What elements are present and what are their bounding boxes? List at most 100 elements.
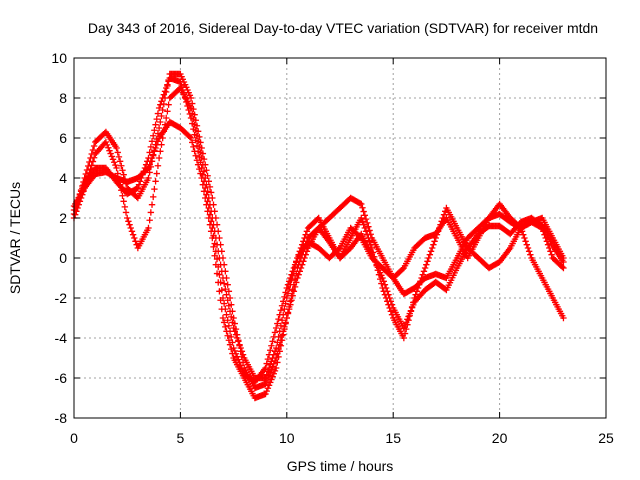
x-axis-label: GPS time / hours [287,458,394,474]
y-axis-label: SDTVAR / TECUs [7,182,23,294]
series-track [70,118,567,402]
data-point [302,231,309,238]
data-point [112,161,119,169]
data-point [187,114,195,122]
data-point [157,101,164,108]
data-point [207,189,215,196]
data-point [263,360,270,367]
data-point [264,375,272,382]
data-point [218,305,225,313]
data-point [270,370,277,377]
data-point [382,284,390,292]
data-point [155,104,163,112]
data-point [196,153,203,161]
data-point [229,350,236,357]
data-point [129,231,137,238]
data-point [155,154,163,162]
data-point [202,194,209,202]
data-point [158,112,165,120]
data-point [116,158,124,165]
y-tick-label: 2 [59,210,67,226]
data-point [277,342,285,349]
data-point [179,86,186,94]
data-point [190,125,197,133]
data-point [177,78,184,86]
data-point [200,178,208,185]
data-point [190,143,197,151]
data-point [110,159,118,166]
data-point [228,345,235,353]
data-point [263,377,270,385]
data-point [150,132,157,139]
data-point [560,314,567,322]
data-point [86,158,93,166]
plot-border [73,57,607,419]
x-tick-label: 5 [177,430,185,446]
y-tick-label: 0 [59,250,67,266]
data-point [405,313,412,320]
data-point [289,268,296,275]
data-point [89,146,97,154]
data-point [225,288,233,295]
data-point [211,208,218,215]
data-point [220,300,228,307]
data-point [151,148,158,155]
data-point [196,165,203,173]
y-tick-label: 6 [59,130,67,146]
data-point [283,314,290,322]
data-point [381,281,389,288]
data-point [423,261,430,268]
y-tick-label: 10 [51,50,67,66]
data-point [270,333,277,341]
data-point [118,162,125,169]
data-point [183,98,190,106]
data-point [158,98,165,105]
data-point [271,367,279,375]
data-point [108,153,116,160]
data-point [146,217,153,224]
data-point [164,81,171,88]
data-point [262,364,269,372]
data-point [148,154,156,162]
data-point [124,214,131,222]
data-point [522,238,529,245]
data-point [230,314,237,322]
data-point [207,228,215,235]
data-point [126,221,133,228]
y-tick-label: 8 [59,90,67,106]
data-point [131,234,138,242]
data-point [204,208,211,215]
data-point [209,224,216,232]
data-point [134,184,142,192]
data-point [269,338,276,345]
data-point [386,294,393,302]
data-point [293,270,300,277]
data-point [209,234,216,242]
data-point [525,248,533,255]
data-point [180,90,188,98]
data-point [524,244,532,252]
data-point [154,138,162,145]
data-point [115,153,123,161]
data-point [120,171,127,178]
data-point [199,150,207,157]
data-point [400,324,408,332]
data-point [281,293,288,301]
data-point [193,122,201,129]
data-point [222,268,229,275]
data-point [181,94,189,102]
data-point [407,307,415,314]
data-point [518,228,526,235]
data-point [132,238,139,245]
data-point [212,214,220,222]
data-point [88,162,95,169]
data-point [359,218,366,225]
data-point [186,133,194,141]
data-point [184,102,191,110]
data-point [145,164,152,172]
data-point [211,252,218,259]
data-point [122,209,130,216]
data-point [194,161,202,168]
data-point [103,141,111,149]
data-point [153,115,160,123]
